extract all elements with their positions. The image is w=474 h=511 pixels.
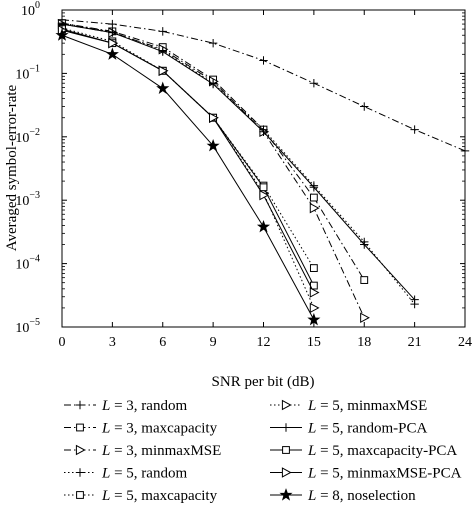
- legend-label: L = 8, noselection: [307, 488, 416, 504]
- legend-marker: [75, 468, 85, 477]
- y-tick-label: 10−5: [15, 317, 40, 336]
- data-point: [108, 19, 117, 29]
- legend-marker: [76, 423, 84, 432]
- y-tick-label: 10−1: [15, 63, 40, 82]
- data-point: [108, 37, 119, 49]
- y-axis-label: Averaged symbol-error-rate: [4, 84, 20, 251]
- legend-label: L = 5, maxcapacity: [101, 488, 218, 504]
- data-point: [309, 79, 319, 88]
- series-8-noselection: [55, 28, 321, 326]
- legend-label: L = 5, maxcapacity-PCA: [307, 443, 457, 459]
- data-point: [309, 183, 319, 192]
- x-tick-label: 21: [408, 335, 422, 350]
- series-line: [61, 34, 315, 321]
- data-point: [206, 138, 220, 152]
- data-point: [309, 302, 320, 314]
- data-point: [307, 312, 321, 326]
- legend-marker: [281, 399, 292, 411]
- y-tick-label: 10−3: [15, 190, 40, 209]
- data-point: [309, 287, 320, 298]
- legend-label: L = 5, minmaxMSE: [307, 398, 427, 414]
- data-point: [360, 276, 369, 284]
- series-5-random: [57, 18, 419, 309]
- legend-entry: L = 5, random-PCA: [270, 421, 427, 437]
- data-point: [309, 193, 318, 202]
- legend-marker: [282, 446, 290, 454]
- legend-label: L = 3, random: [101, 398, 187, 414]
- plot-area: [55, 15, 470, 326]
- data-point: [259, 183, 268, 192]
- x-tick-label: 24: [458, 335, 472, 350]
- x-tick-label: 3: [109, 335, 116, 350]
- data-point: [410, 295, 419, 304]
- legend-entry: L = 5, maxcapacity: [64, 488, 218, 504]
- series-line: [61, 22, 365, 281]
- series-line: [61, 29, 315, 293]
- series-line: [61, 23, 415, 300]
- legend-marker: [281, 423, 291, 432]
- series-5-minmaxMSE-PCA: [57, 24, 320, 298]
- legend-entry: L = 3, random: [64, 398, 187, 414]
- legend-entry: L = 3, maxcapacity: [64, 421, 218, 437]
- legend-entry: L = 5, minmaxMSE: [270, 398, 427, 414]
- y-tick-label: 100: [21, 0, 40, 19]
- data-point: [360, 102, 369, 111]
- x-tick-label: 15: [307, 335, 321, 350]
- legend-label: L = 3, minmaxMSE: [101, 443, 221, 459]
- x-tick-label: 12: [257, 335, 271, 350]
- data-point: [410, 125, 419, 134]
- x-tick-label: 6: [159, 335, 166, 350]
- legend-label: L = 3, maxcapacity: [101, 421, 218, 437]
- data-point: [360, 312, 370, 323]
- series-5-random-PCA: [57, 19, 419, 304]
- legend-label: L = 5, random-PCA: [307, 421, 427, 437]
- data-point: [360, 240, 369, 249]
- data-point: [158, 47, 167, 56]
- data-point: [208, 79, 218, 89]
- data-point: [309, 264, 318, 272]
- legend-marker: [281, 467, 292, 478]
- data-point: [156, 81, 170, 94]
- legend-marker: [75, 444, 86, 456]
- data-point: [158, 27, 167, 36]
- x-axis-label: SNR per bit (dB): [212, 374, 315, 390]
- data-point: [259, 189, 270, 201]
- legend-entry: L = 8, noselection: [270, 488, 416, 504]
- series-3-minmaxMSE: [57, 18, 370, 323]
- x-tick-label: 0: [59, 335, 66, 350]
- legend-label: L = 5, minmaxMSE-PCA: [307, 466, 462, 482]
- data-point: [208, 38, 218, 48]
- series-line: [61, 28, 315, 309]
- legend: L = 3, random L = 3, maxcapacity L = 3, mi…: [64, 398, 462, 504]
- x-tick-label: 9: [210, 335, 217, 350]
- data-point: [309, 202, 320, 214]
- data-point: [256, 219, 271, 233]
- series-line: [61, 22, 416, 305]
- y-tick-label: 10−2: [15, 127, 40, 146]
- legend-marker: [75, 400, 85, 410]
- data-point: [105, 47, 119, 60]
- legend-label: L = 5, random: [101, 466, 187, 482]
- y-tick-label: 10−4: [15, 254, 40, 273]
- series-line: [61, 23, 365, 318]
- data-point: [259, 127, 268, 136]
- series-line: [61, 27, 315, 269]
- x-tick-label: 18: [357, 335, 371, 350]
- legend-entry: L = 5, random: [64, 466, 187, 482]
- series-3-maxcapacity: [58, 19, 369, 284]
- data-point: [108, 28, 117, 37]
- series-3-random: [57, 15, 470, 156]
- legend-entry: L = 5, maxcapacity-PCA: [270, 443, 457, 459]
- legend-marker: [76, 491, 84, 499]
- data-point: [209, 112, 219, 123]
- legend-marker: [279, 488, 293, 501]
- data-point: [259, 56, 268, 65]
- legend-entry: L = 5, minmaxMSE-PCA: [270, 466, 462, 482]
- data-point: [158, 65, 169, 77]
- legend-entry: L = 3, minmaxMSE: [64, 443, 221, 459]
- axes: 0 3 6 9 12 15 18 21 24 10−5 10−4 10−3 10−2 10−1 100: [15, 0, 472, 350]
